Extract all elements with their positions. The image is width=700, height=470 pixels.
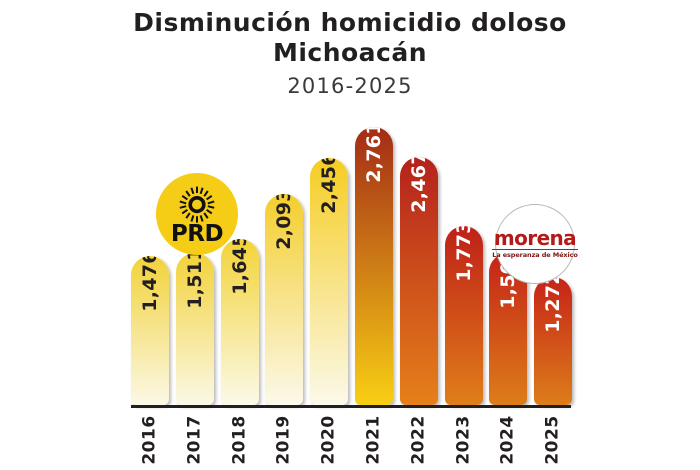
x-axis-tick-label: 2016 [140,415,161,465]
bar-2017: 1,511 [176,253,214,405]
x-axis-tick-2021: 2021 [355,410,393,468]
title-block: Disminución homicidio doloso Michoacán 2… [0,8,700,100]
x-axis-line [131,405,571,408]
bar-value-label-2021: 2,761 [362,127,385,183]
x-axis-tick-2018: 2018 [221,410,259,468]
chart-subtitle: 2016-2025 [287,74,413,98]
x-axis-tick-2024: 2024 [489,410,527,468]
x-axis-tick-2020: 2020 [310,410,348,468]
x-axis-tick-label: 2020 [319,415,340,465]
x-axis-tick-label: 2024 [498,415,519,465]
bar-value-label-2020: 2,456 [317,158,340,214]
sun-icon [174,185,220,225]
bar-2019: 2,093 [265,194,303,405]
chart-title-line-2: Michoacán [272,38,428,67]
x-axis-tick-label: 2021 [364,415,385,465]
bar-value-label-2018: 1,645 [228,239,251,295]
x-axis-tick-label: 2019 [274,415,295,465]
x-axis-tick-2017: 2017 [176,410,214,468]
bar-2018: 1,645 [221,239,259,405]
morena-logo-label: morena [493,226,577,250]
x-axis-tick-2023: 2023 [445,410,483,468]
bar-value-label-2017: 1,511 [183,253,206,309]
morena-logo: morena La esperanza de México [492,204,578,284]
bar-2020: 2,456 [310,158,348,405]
bar-value-label-2022: 2,467 [407,157,430,213]
x-axis-tick-label: 2022 [409,415,430,465]
chart-title-line-1: Disminución homicidio doloso [133,8,567,37]
bar-value-label-2023: 1,773 [452,226,475,282]
prd-logo-label: PRD [170,221,224,247]
bar-value-label-2019: 2,093 [272,194,295,250]
x-axis-tick-label: 2017 [185,415,206,465]
bar-2016: 1,476 [131,256,169,405]
x-axis-tick-label: 2023 [454,415,475,465]
bar-2025: 1,272 [534,277,572,405]
bar-value-label-2016: 1,476 [138,256,161,312]
bar-2022: 2,467 [400,157,438,405]
morena-logo-tagline: La esperanza de México [492,249,578,259]
x-axis-tick-2022: 2022 [400,410,438,468]
bar-2023: 1,773 [445,226,483,405]
bar-2021: 2,761 [355,127,393,405]
x-axis-tick-2019: 2019 [265,410,303,468]
prd-logo: PRD [156,173,238,255]
x-axis-tick-2025: 2025 [534,410,572,468]
bar-value-label-2025: 1,272 [541,277,564,333]
x-axis-tick-2016: 2016 [131,410,169,468]
x-axis-tick-label: 2025 [543,415,564,465]
x-axis-tick-label: 2018 [230,415,251,465]
